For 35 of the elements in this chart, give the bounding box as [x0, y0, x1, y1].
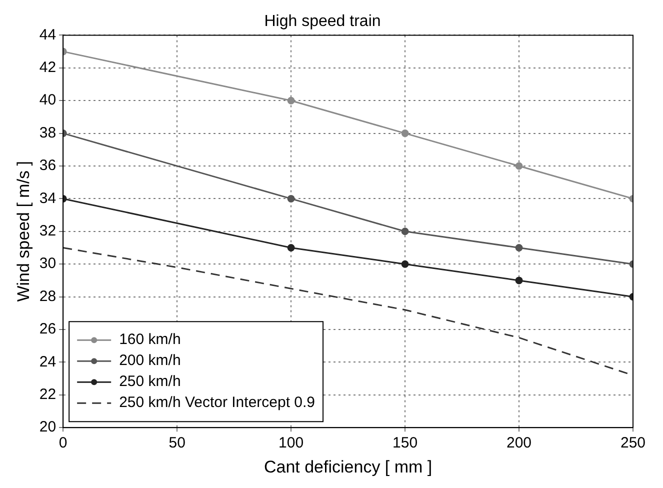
point [287, 194, 295, 202]
point [401, 228, 409, 236]
x-tick-label: 0 [58, 434, 68, 452]
x-tick-label: 200 [506, 434, 532, 452]
y-tick-label: 42 [39, 59, 56, 76]
y-tick-label: 26 [39, 320, 56, 338]
point [515, 244, 523, 252]
y-tick-label: 44 [39, 26, 56, 44]
point [515, 162, 523, 170]
y-tick-label: 28 [39, 288, 56, 305]
legend-label: 200 km/h [119, 352, 181, 370]
y-axis-title: Wind speed [ m/s ] [14, 161, 33, 302]
point [287, 244, 295, 252]
x-tick-label: 100 [278, 434, 304, 452]
legend-label: 160 km/h [119, 331, 181, 348]
point [401, 130, 409, 138]
y-tick-label: 34 [39, 190, 56, 207]
chart-title: High speed train [264, 13, 381, 30]
y-tick-label: 24 [39, 353, 56, 370]
y-tick-label: 36 [39, 157, 56, 174]
y-tick-label: 22 [39, 386, 56, 404]
x-axis-title: Cant deficiency [ mm ] [264, 457, 432, 476]
y-tick-label: 30 [39, 255, 56, 272]
legend-label: 250 km/h Vector Intercept 0.9 [119, 394, 316, 412]
x-tick-label: 150 [392, 434, 418, 452]
y-tick-label: 40 [39, 92, 56, 109]
legend-label: 250 km/h [119, 373, 181, 390]
y-tick-label: 38 [39, 124, 56, 142]
point [515, 276, 523, 284]
x-tick-label: 50 [168, 434, 186, 452]
y-tick-label: 32 [39, 222, 56, 240]
y-tick-label: 20 [39, 418, 56, 436]
point [287, 96, 295, 104]
x-tick-label: 250 [620, 434, 646, 452]
point [401, 260, 409, 268]
